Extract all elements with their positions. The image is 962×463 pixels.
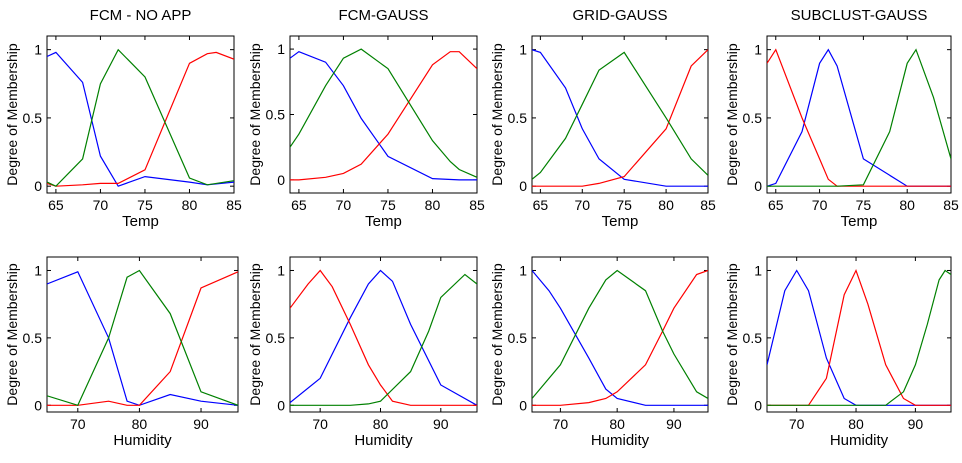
x-tick-label: 80 — [373, 416, 389, 432]
y-tick-label: 0 — [277, 397, 285, 413]
x-tick-label: 65 — [291, 197, 307, 213]
y-tick-label: 0 — [34, 178, 42, 194]
y-axis-label: Degree of Membership — [489, 263, 505, 406]
subplot-2: FCM-GAUSS 0 0.5 1 65 70 75 80 85 Temp Degree of Me… — [247, 7, 485, 230]
subplot-5: 0 0.5 1 70 80 90 Humidity Degree of Membership — [4, 257, 238, 449]
x-tick-label: 80 — [658, 197, 674, 213]
x-tick-label: 75 — [856, 197, 872, 213]
plot-area — [532, 36, 708, 193]
y-axis-label: Degree of Membership — [247, 263, 263, 406]
x-axis-label: Temp — [122, 213, 159, 230]
x-tick-label: 90 — [193, 416, 209, 432]
x-axis-label: Temp — [602, 213, 639, 230]
x-tick-label: 80 — [132, 416, 148, 432]
y-axis-label: Degree of Membership — [724, 43, 740, 186]
x-axis-label: Humidity — [830, 432, 889, 449]
x-tick-label: 70 — [553, 416, 569, 432]
y-axis-label: Degree of Membership — [247, 43, 263, 186]
y-tick-label: 0.5 — [266, 107, 286, 123]
y-tick-label: 0 — [754, 397, 762, 413]
x-tick-label: 80 — [899, 197, 915, 213]
x-tick-label: 85 — [700, 197, 716, 213]
subplot-4: SUBCLUST-GAUSS 0 0.5 1 65 70 75 80 85 Temp Degree … — [724, 7, 959, 230]
y-tick-label: 1 — [519, 262, 527, 278]
chart-title: GRID-GAUSS — [572, 7, 667, 24]
x-tick-label: 85 — [469, 197, 485, 213]
x-tick-label: 80 — [182, 197, 198, 213]
x-tick-label: 70 — [336, 197, 352, 213]
x-tick-label: 75 — [380, 197, 396, 213]
y-axis-label: Degree of Membership — [4, 43, 20, 186]
y-tick-label: 0.5 — [743, 330, 763, 346]
x-tick-label: 80 — [848, 416, 864, 432]
y-tick-label: 0 — [519, 178, 527, 194]
x-axis-label: Humidity — [591, 432, 650, 449]
x-tick-label: 70 — [93, 197, 109, 213]
plot-area — [767, 36, 951, 193]
subplot-6: 0 0.5 1 70 80 90 Humidity Degree of Membership — [247, 257, 477, 449]
x-axis-label: Humidity — [113, 432, 172, 449]
x-tick-label: 85 — [226, 197, 242, 213]
y-tick-label: 0.5 — [23, 330, 43, 346]
x-tick-label: 75 — [137, 197, 153, 213]
y-axis-label: Degree of Membership — [489, 43, 505, 186]
x-tick-label: 80 — [425, 197, 441, 213]
chart-title: FCM-GAUSS — [339, 7, 429, 24]
subplot-3: GRID-GAUSS 0 0.5 1 65 70 75 80 85 Temp Degree of M… — [489, 7, 716, 230]
x-tick-label: 65 — [48, 197, 64, 213]
y-tick-label: 0.5 — [508, 110, 528, 126]
plot-area — [47, 257, 238, 412]
x-axis-label: Temp — [841, 213, 878, 230]
y-tick-label: 1 — [34, 262, 42, 278]
x-tick-label: 75 — [616, 197, 632, 213]
x-tick-label: 70 — [812, 197, 828, 213]
x-tick-label: 90 — [666, 416, 682, 432]
y-tick-label: 0 — [754, 178, 762, 194]
x-tick-label: 70 — [789, 416, 805, 432]
chart-title: SUBCLUST-GAUSS — [791, 7, 928, 24]
y-tick-label: 1 — [519, 42, 527, 58]
chart-title: FCM - NO APP — [90, 7, 192, 24]
x-tick-label: 70 — [574, 197, 590, 213]
y-tick-label: 1 — [277, 41, 285, 57]
x-axis-label: Humidity — [354, 432, 413, 449]
y-tick-label: 0 — [519, 397, 527, 413]
y-tick-label: 0 — [277, 172, 285, 188]
y-tick-label: 1 — [754, 42, 762, 58]
x-tick-label: 70 — [70, 416, 86, 432]
y-tick-label: 0.5 — [743, 110, 763, 126]
y-axis-label: Degree of Membership — [4, 263, 20, 406]
x-tick-label: 80 — [609, 416, 625, 432]
y-tick-label: 1 — [34, 42, 42, 58]
subplot-1: FCM - NO APP 0 0.5 1 65 70 75 80 85 Temp Degree of… — [4, 7, 242, 230]
x-tick-label: 70 — [312, 416, 328, 432]
x-tick-label: 90 — [433, 416, 449, 432]
y-tick-label: 0.5 — [266, 330, 286, 346]
y-tick-label: 0.5 — [23, 110, 43, 126]
subplot-8: 0 0.5 1 70 80 90 Humidity Degree of Membership — [724, 257, 951, 449]
x-tick-label: 65 — [533, 197, 549, 213]
y-tick-label: 0.5 — [508, 330, 528, 346]
x-axis-label: Temp — [365, 213, 402, 230]
x-tick-label: 85 — [943, 197, 959, 213]
y-axis-label: Degree of Membership — [724, 263, 740, 406]
y-tick-label: 1 — [277, 262, 285, 278]
x-tick-label: 65 — [768, 197, 784, 213]
x-tick-label: 90 — [908, 416, 924, 432]
y-tick-label: 1 — [754, 262, 762, 278]
subplot-7: 0 0.5 1 70 80 90 Humidity Degree of Membership — [489, 257, 708, 449]
plot-area — [47, 36, 234, 193]
y-tick-label: 0 — [34, 397, 42, 413]
